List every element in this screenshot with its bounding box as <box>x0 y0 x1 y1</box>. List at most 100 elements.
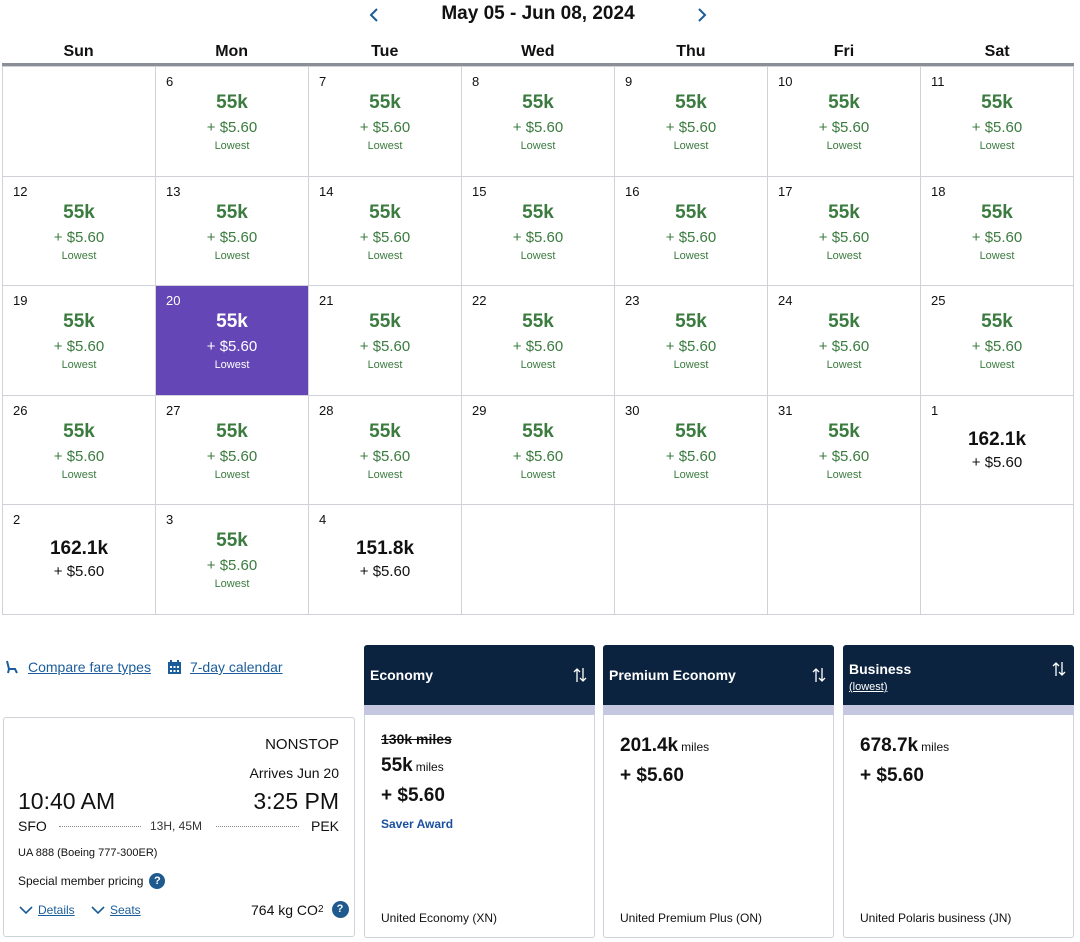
calendar-day[interactable]: 13 55k + $5.60 Lowest <box>156 176 309 287</box>
previous-range-button[interactable] <box>364 4 384 26</box>
business-sort-header[interactable]: Business (lowest) <box>843 645 1074 705</box>
calendar-day[interactable]: 22 55k + $5.60 Lowest <box>462 286 615 396</box>
day-number: 12 <box>13 183 28 199</box>
day-fee: + $5.60 <box>53 563 105 581</box>
economy-fare-option[interactable]: 130k miles 55k miles + $5.60 Saver Award … <box>364 715 595 938</box>
day-fee: + $5.60 <box>818 228 870 246</box>
details-toggle[interactable]: Details <box>18 903 75 917</box>
day-fee: + $5.60 <box>206 447 258 465</box>
calendar-day[interactable]: 24 55k + $5.60 Lowest <box>768 286 921 396</box>
day-miles: 55k <box>63 311 95 333</box>
day-fee: + $5.60 <box>665 338 717 356</box>
calendar-day[interactable]: 15 55k + $5.60 Lowest <box>462 176 615 287</box>
lowest-tag: Lowest <box>61 468 97 481</box>
compare-fare-types-label: Compare fare types <box>28 659 151 675</box>
help-icon[interactable]: ? <box>149 873 166 889</box>
fare-column-economy: Economy 130k miles 55k miles + $5.60 Save… <box>364 645 595 938</box>
calendar-header: May 05 - Jun 08, 2024 <box>0 0 1080 30</box>
calendar-day[interactable]: 26 55k + $5.60 Lowest <box>3 395 156 506</box>
day-miles: 55k <box>981 201 1013 223</box>
calendar-day[interactable]: 10 55k + $5.60 Lowest <box>768 67 921 177</box>
calendar-day-selected[interactable]: 20 55k + $5.60 Lowest <box>156 286 309 396</box>
calendar-day[interactable]: 14 55k + $5.60 Lowest <box>309 176 462 287</box>
saver-award-badge: Saver Award <box>381 817 454 831</box>
calendar-day[interactable]: 27 55k + $5.60 Lowest <box>156 395 309 506</box>
calendar-day[interactable]: 2 162.1k + $5.60 <box>3 505 156 615</box>
calendar-day[interactable]: 21 55k + $5.60 Lowest <box>309 286 462 396</box>
fare-title: Economy <box>370 667 434 683</box>
day-number: 21 <box>319 293 334 309</box>
calendar-day[interactable]: 12 55k + $5.60 Lowest <box>3 176 156 287</box>
weekday-label: Tue <box>371 43 399 60</box>
chevron-down-icon <box>91 906 105 915</box>
calendar-day[interactable]: 28 55k + $5.60 Lowest <box>309 395 462 506</box>
day-miles: 151.8k <box>355 538 415 560</box>
calendar-day-empty <box>921 505 1074 615</box>
day-number: 25 <box>931 293 946 309</box>
calendar-day[interactable]: 19 55k + $5.60 Lowest <box>3 286 156 396</box>
calendar-day[interactable]: 29 55k + $5.60 Lowest <box>462 395 615 506</box>
calendar-day[interactable]: 6 55k + $5.60 Lowest <box>156 67 309 177</box>
day-miles: 55k <box>981 311 1013 333</box>
calendar-day[interactable]: 7 55k + $5.60 Lowest <box>309 67 462 177</box>
lowest-tag: Lowest <box>673 468 709 481</box>
day-miles: 55k <box>675 201 707 223</box>
calendar-day[interactable]: 9 55k + $5.60 Lowest <box>615 67 768 177</box>
calendar-day[interactable]: 25 55k + $5.60 Lowest <box>921 286 1074 396</box>
day-miles: 55k <box>522 311 554 333</box>
day-fee: + $5.60 <box>206 119 258 136</box>
calendar-day[interactable]: 23 55k + $5.60 Lowest <box>615 286 768 396</box>
day-miles: 55k <box>216 420 248 442</box>
day-number: 27 <box>166 402 181 418</box>
day-number: 20 <box>166 293 181 309</box>
fare-fee: + $5.60 <box>860 765 924 786</box>
co2-emissions: 764 kg CO 2 ? <box>251 901 349 918</box>
calendar-day[interactable]: 3 55k + $5.60 Lowest <box>156 505 309 615</box>
fare-column-business: Business (lowest) 678.7k miles + $5.60 Un… <box>843 645 1074 938</box>
calendar-day[interactable]: 16 55k + $5.60 Lowest <box>615 176 768 287</box>
help-icon[interactable]: ? <box>331 901 349 918</box>
calendar-day[interactable]: 11 55k + $5.60 Lowest <box>921 67 1074 177</box>
calendar-day[interactable]: 18 55k + $5.60 Lowest <box>921 176 1074 287</box>
weekday-label: Sat <box>984 43 1010 60</box>
miles-value: 55k <box>381 755 413 776</box>
lowest-tag: Lowest <box>367 468 403 481</box>
day-fee: + $5.60 <box>359 119 411 136</box>
calendar-day[interactable]: 4 151.8k + $5.60 <box>309 505 462 615</box>
day-fee: + $5.60 <box>359 563 411 581</box>
weekday-divider <box>2 63 1074 66</box>
day-fee: + $5.60 <box>665 228 717 246</box>
seats-toggle[interactable]: Seats <box>90 903 141 917</box>
day-miles: 55k <box>981 92 1013 113</box>
arrival-date: Arrives Jun 20 <box>249 765 339 781</box>
calendar-day[interactable]: 30 55k + $5.60 Lowest <box>615 395 768 506</box>
lowest-tag: Lowest <box>826 249 862 262</box>
member-pricing-note: Special member pricing ? <box>18 873 166 889</box>
weekday-label: Wed <box>521 43 555 60</box>
day-miles: 162.1k <box>49 538 109 560</box>
day-miles: 162.1k <box>967 428 1027 450</box>
fare-miles: 55k miles <box>381 755 444 777</box>
miles-unit: miles <box>415 760 444 774</box>
day-fee: + $5.60 <box>512 338 564 356</box>
economy-sort-header[interactable]: Economy <box>364 645 595 705</box>
day-number: 2 <box>13 512 21 528</box>
business-fare-option[interactable]: 678.7k miles + $5.60 United Polaris busin… <box>843 715 1074 938</box>
day-miles: 55k <box>828 311 860 333</box>
fare-product: United Economy (XN) <box>381 911 498 925</box>
fare-fee: + $5.60 <box>381 785 445 806</box>
calendar-day-empty <box>615 505 768 615</box>
premium-economy-fare-option[interactable]: 201.4k miles + $5.60 United Premium Plus … <box>603 715 834 938</box>
next-range-button[interactable] <box>692 4 712 26</box>
seven-day-calendar-link[interactable]: 7-day calendar <box>167 659 283 675</box>
calendar-day[interactable]: 17 55k + $5.60 Lowest <box>768 176 921 287</box>
day-fee: + $5.60 <box>206 228 258 246</box>
premium-economy-sort-header[interactable]: Premium Economy <box>603 645 834 705</box>
calendar-day[interactable]: 31 55k + $5.60 Lowest <box>768 395 921 506</box>
lowest-tag: Lowest <box>214 468 250 481</box>
compare-fare-types-link[interactable]: Compare fare types <box>4 659 151 675</box>
day-number: 3 <box>166 512 174 528</box>
calendar-day[interactable]: 8 55k + $5.60 Lowest <box>462 67 615 177</box>
miles-value: 201.4k <box>620 735 679 756</box>
calendar-day[interactable]: 1 162.1k + $5.60 <box>921 395 1074 506</box>
